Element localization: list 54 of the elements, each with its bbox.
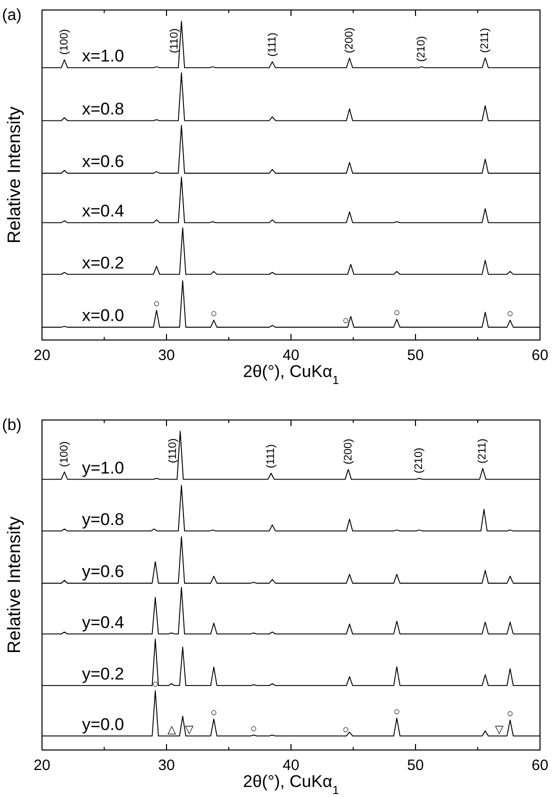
annotation: ▽ [184, 724, 194, 736]
series-label: y=1.0 [82, 458, 124, 478]
x-tick-label: 60 [532, 347, 548, 364]
series-label: x=0.6 [82, 152, 124, 172]
chart-title: (b) [2, 417, 22, 434]
annotation: ○ [152, 678, 159, 691]
series-label: y=0.2 [82, 664, 124, 684]
annotation: (210) [416, 36, 428, 62]
x-tick-label: 40 [282, 347, 300, 364]
x-axis-title: 2θ(°), CuKα$_{1}$ [243, 362, 340, 387]
annotation: (111) [266, 32, 278, 57]
series-label: x=0.0 [82, 306, 124, 326]
x-tick-label: 50 [407, 757, 424, 774]
annotation: ○ [210, 706, 218, 719]
annotation: ○ [210, 308, 218, 320]
chart-title: (a) [2, 7, 22, 24]
annotation: (110) [168, 28, 180, 54]
annotation: (200) [342, 438, 354, 464]
series-label: y=0.6 [82, 562, 124, 582]
x-tick-label: 40 [282, 757, 300, 774]
annotation: (100) [58, 441, 70, 467]
annotation: (111) [265, 444, 278, 468]
series-label: y=0.4 [82, 612, 124, 632]
x-tick-label: 60 [532, 757, 548, 774]
annotation: ▽ [494, 724, 504, 736]
annotation: ○ [342, 724, 350, 736]
annotation: ○ [393, 706, 400, 718]
series-label: x=0.8 [82, 100, 124, 119]
x-tick-label: 20 [34, 347, 50, 364]
series-label: y=0.8 [82, 510, 124, 529]
x-tick-label: 20 [34, 757, 50, 774]
series-label: x=0.4 [82, 202, 124, 221]
y-axis-title: Relative Intensity [4, 106, 24, 244]
annotation: ○ [506, 308, 514, 320]
x-tick-label: 30 [158, 757, 175, 774]
y-axis-title: Relative Intensity [4, 516, 24, 654]
series-label: x=1.0 [82, 46, 124, 66]
annotation: (211) [476, 438, 489, 464]
annotation: ○ [506, 708, 514, 720]
annotation: ○ [250, 722, 257, 735]
series-label: x=0.2 [82, 253, 124, 272]
annotation: (211) [479, 28, 492, 53]
annotation: (200) [344, 27, 356, 54]
annotation: (100) [58, 29, 70, 55]
annotation: (210) [413, 448, 426, 474]
annotation: ○ [342, 315, 350, 328]
x-tick-label: 30 [158, 347, 175, 364]
x-tick-label: 50 [407, 347, 424, 364]
annotation: △ [167, 724, 176, 736]
series-label: y=0.0 [82, 714, 124, 734]
annotation: (110) [167, 438, 180, 464]
annotation: ○ [153, 298, 160, 310]
x-axis-title: 2θ(°), CuKα$_{1}$ [243, 772, 340, 797]
annotation: ○ [393, 307, 400, 320]
